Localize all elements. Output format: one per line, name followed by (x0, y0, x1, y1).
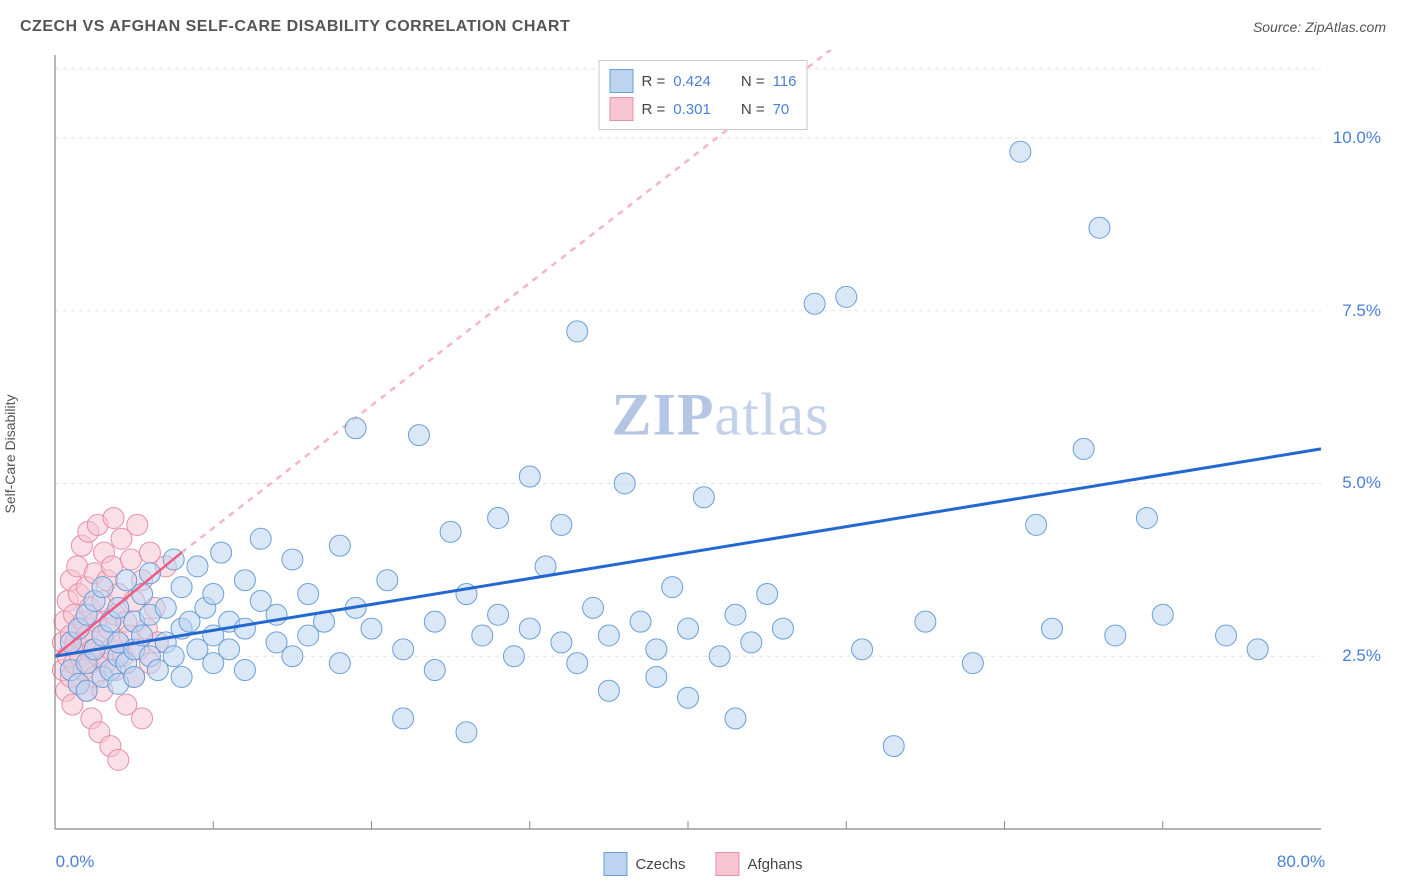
n-value: 70 (773, 101, 790, 118)
legend-row: R = 0.301 N = 70 (610, 95, 797, 123)
y-tick-label: 2.5% (1342, 646, 1381, 666)
legend-row: R = 0.424 N = 116 (610, 67, 797, 95)
legend-swatch (610, 97, 634, 121)
legend-swatch (610, 69, 634, 93)
r-value: 0.424 (673, 73, 711, 90)
legend-label: Czechs (635, 856, 685, 873)
n-value: 116 (773, 73, 797, 90)
y-tick-label: 7.5% (1342, 301, 1381, 321)
n-label: N = (741, 101, 765, 118)
r-label: R = (642, 101, 666, 118)
legend-swatch (603, 852, 627, 876)
y-axis-label: Self-Care Disability (2, 394, 18, 513)
legend-item: Czechs (603, 852, 685, 876)
legend-swatch (715, 852, 739, 876)
x-tick-label: 0.0% (56, 852, 95, 872)
scatter-chart (50, 50, 1391, 844)
header: CZECH VS AFGHAN SELF-CARE DISABILITY COR… (20, 18, 1386, 36)
n-label: N = (741, 73, 765, 90)
source-label: Source: ZipAtlas.com (1253, 19, 1386, 35)
series-legend: Czechs Afghans (603, 852, 802, 876)
y-tick-label: 5.0% (1342, 473, 1381, 493)
legend-item: Afghans (715, 852, 802, 876)
r-value: 0.301 (673, 101, 711, 118)
legend-label: Afghans (747, 856, 802, 873)
chart-title: CZECH VS AFGHAN SELF-CARE DISABILITY COR… (20, 18, 570, 36)
y-tick-label: 10.0% (1333, 128, 1381, 148)
x-tick-label: 80.0% (1277, 852, 1325, 872)
chart-area: ZIPatlas 2.5%5.0%7.5%10.0% 0.0%80.0% (50, 50, 1391, 844)
r-label: R = (642, 73, 666, 90)
correlation-legend: R = 0.424 N = 116 R = 0.301 N = 70 (599, 60, 808, 130)
